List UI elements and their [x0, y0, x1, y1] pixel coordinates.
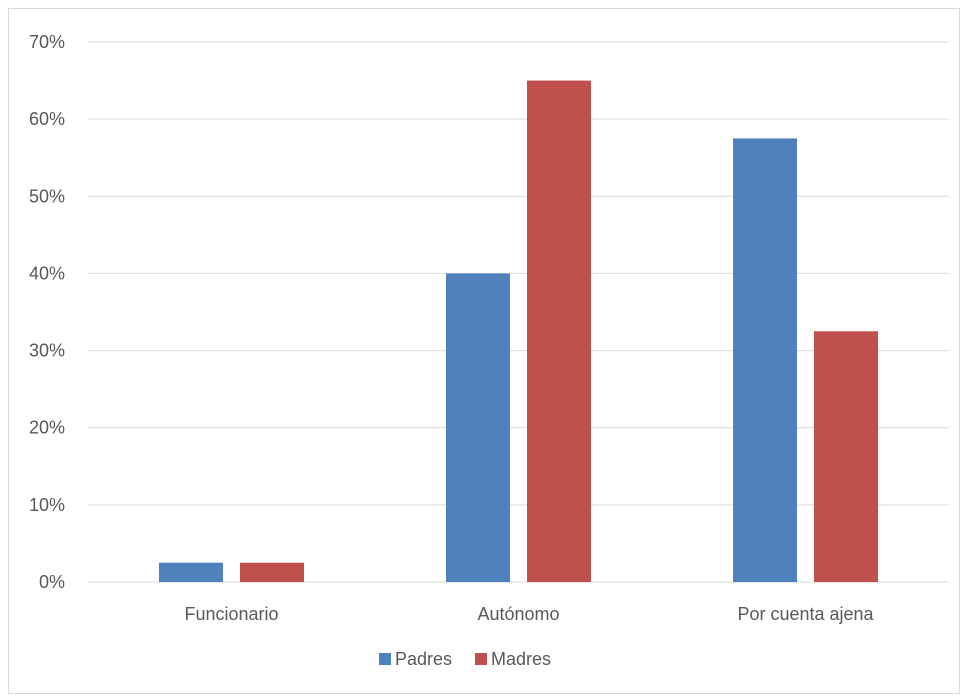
y-tick-label: 40%: [29, 263, 65, 283]
x-axis-labels: Funcionario Autónomo Por cuenta ajena: [184, 604, 874, 624]
y-tick-label: 60%: [29, 109, 65, 129]
x-tick-label: Por cuenta ajena: [737, 604, 874, 624]
x-tick-label: Funcionario: [184, 604, 278, 624]
bars: [159, 80, 878, 583]
y-tick-label: 50%: [29, 186, 65, 206]
bar: [733, 138, 797, 582]
y-tick-label: 20%: [29, 418, 65, 438]
y-axis-labels: 0% 10% 20% 30% 40% 50% 60% 70%: [29, 32, 65, 592]
legend-swatch: [379, 653, 391, 665]
gridlines: [88, 41, 949, 583]
bar: [240, 562, 304, 582]
x-tick-label: Autónomo: [477, 604, 559, 624]
legend: Padres Madres: [379, 649, 551, 669]
y-tick-label: 30%: [29, 341, 65, 361]
bar: [446, 273, 510, 582]
y-tick-label: 10%: [29, 495, 65, 515]
legend-swatch: [475, 653, 487, 665]
y-tick-label: 70%: [29, 32, 65, 52]
legend-label: Madres: [491, 649, 551, 669]
bar: [159, 562, 223, 582]
bar: [527, 80, 591, 583]
legend-label: Padres: [395, 649, 452, 669]
y-tick-label: 0%: [39, 572, 65, 592]
bar: [814, 331, 878, 582]
